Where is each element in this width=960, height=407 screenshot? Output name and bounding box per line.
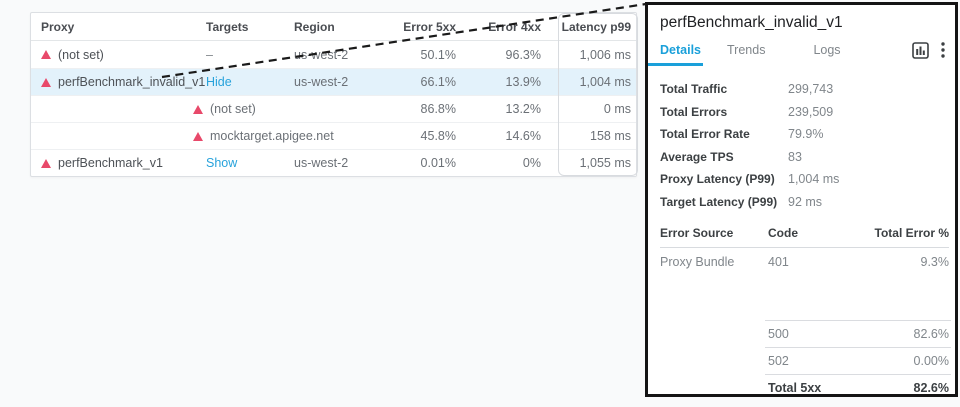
error4xx-cell: 0% [522, 156, 541, 170]
error-table-row: Proxy Bundle 401 9.3% [648, 248, 955, 276]
hide-targets-link[interactable]: Hide [206, 75, 232, 89]
error5xx-cell: 50.1% [420, 47, 456, 62]
detail-label: Total Traffic [660, 82, 728, 97]
proxy-name: perfBenchmark_v1 [58, 156, 163, 170]
proxy-name: (not set) [58, 47, 104, 62]
tab-trends[interactable]: Trends [727, 43, 766, 57]
error-pct-cell: 9.3% [920, 255, 950, 269]
error-pct-cell: 82.6% [913, 326, 949, 341]
detail-value: 1,004 ms [788, 172, 840, 187]
total-5xx-label: Total 5xx [768, 380, 822, 395]
target-name: mocktarget.apigee.net [210, 129, 334, 143]
error4xx-cell: 96.3% [505, 47, 541, 62]
error5xx-cell: 66.1% [420, 75, 456, 89]
targets-empty-dash: – [206, 47, 213, 62]
detail-value: 92 ms [788, 194, 823, 209]
details-list: Total Traffic 299,743 Total Errors 239,509… [648, 78, 955, 213]
error-pct-cell: 0.00% [913, 353, 949, 368]
warning-triangle-icon [193, 131, 203, 141]
total-5xx-value: 82.6% [913, 380, 949, 395]
column-header-error4xx[interactable]: Error 4xx [488, 19, 541, 34]
show-targets-link[interactable]: Show [206, 156, 238, 170]
latency-cell: 0 ms [603, 102, 631, 116]
warning-triangle-icon [193, 104, 203, 114]
error4xx-cell: 13.9% [505, 75, 541, 89]
warning-triangle-icon [41, 50, 51, 59]
error-source-header: Error Source [660, 226, 734, 240]
target-name: (not set) [210, 102, 256, 116]
warning-triangle-icon [41, 158, 51, 168]
detail-label: Average TPS [660, 149, 734, 164]
latency-cell: 1,004 ms [579, 75, 631, 89]
detail-label: Proxy Latency (P99) [660, 172, 775, 187]
error4xx-cell: 13.2% [505, 102, 541, 116]
table-header-row: Proxy Targets Region Error 5xx Error 4xx… [31, 13, 636, 41]
detail-value: 299,743 [788, 82, 834, 97]
target-sub-row[interactable]: mocktarget.apigee.net 45.8% 14.6% 158 ms [31, 122, 636, 149]
error5xx-cell: 45.8% [420, 129, 456, 143]
proxy-detail-panel: perfBenchmark_invalid_v1 Details Trends … [645, 2, 958, 397]
error-table-row: 502 0.00% [648, 347, 955, 374]
detail-label: Target Latency (P99) [660, 194, 778, 209]
code-cell: 502 [768, 353, 789, 368]
column-header-targets[interactable]: Targets [206, 19, 249, 34]
error-table-spacer [648, 276, 955, 320]
code-cell: 401 [768, 255, 789, 269]
tab-details[interactable]: Details [660, 43, 701, 57]
error5xx-cell: 86.8% [420, 102, 456, 116]
error4xx-cell: 14.6% [505, 129, 541, 143]
column-header-error5xx[interactable]: Error 5xx [403, 19, 456, 34]
tab-logs[interactable]: Logs [813, 43, 841, 57]
error-table-total-row: Total 5xx 82.6% [648, 374, 955, 401]
latency-cell: 158 ms [590, 129, 631, 143]
detail-value: 239,509 [788, 104, 834, 119]
column-header-region[interactable]: Region [294, 19, 335, 34]
region-cell: us-west-2 [294, 156, 349, 170]
error-table-row: 500 82.6% [648, 320, 955, 347]
code-header: Code [768, 226, 798, 240]
table-row-selected[interactable]: perfBenchmark_invalid_v1 Hide us-west-2 … [31, 68, 636, 95]
error-table-header: Error Source Code Total Error % [660, 226, 949, 248]
error-source-cell: Proxy Bundle [660, 255, 735, 269]
panel-title: perfBenchmark_invalid_v1 [660, 14, 843, 31]
latency-cell: 1,055 ms [579, 156, 631, 170]
detail-label: Total Errors [660, 104, 728, 119]
detail-label: Total Error Rate [660, 127, 750, 142]
kebab-menu-icon[interactable] [941, 42, 945, 58]
latency-cell: 1,006 ms [579, 47, 631, 62]
panel-tabs: Details Trends Logs [648, 40, 955, 66]
proxy-name: perfBenchmark_invalid_v1 [58, 75, 206, 89]
target-sub-row[interactable]: (not set) 86.8% 13.2% 0 ms [31, 95, 636, 122]
region-cell: us-west-2 [294, 47, 349, 62]
warning-triangle-icon [41, 77, 51, 87]
bar-chart-icon[interactable] [912, 41, 929, 59]
proxy-table: Proxy Targets Region Error 5xx Error 4xx… [30, 12, 638, 177]
region-cell: us-west-2 [294, 75, 349, 89]
active-tab-underline [648, 63, 703, 66]
table-row[interactable]: (not set) – us-west-2 50.1% 96.3% 1,006 … [31, 41, 636, 68]
detail-value: 83 [788, 149, 802, 164]
error5xx-cell: 0.01% [420, 156, 456, 170]
table-row[interactable]: perfBenchmark_v1 Show us-west-2 0.01% 0%… [31, 149, 636, 176]
code-cell: 500 [768, 326, 789, 341]
column-header-proxy[interactable]: Proxy [41, 19, 75, 34]
column-header-latency[interactable]: Latency p99 [561, 19, 631, 34]
total-error-pct-header: Total Error % [874, 226, 949, 240]
detail-value: 79.9% [788, 127, 824, 142]
